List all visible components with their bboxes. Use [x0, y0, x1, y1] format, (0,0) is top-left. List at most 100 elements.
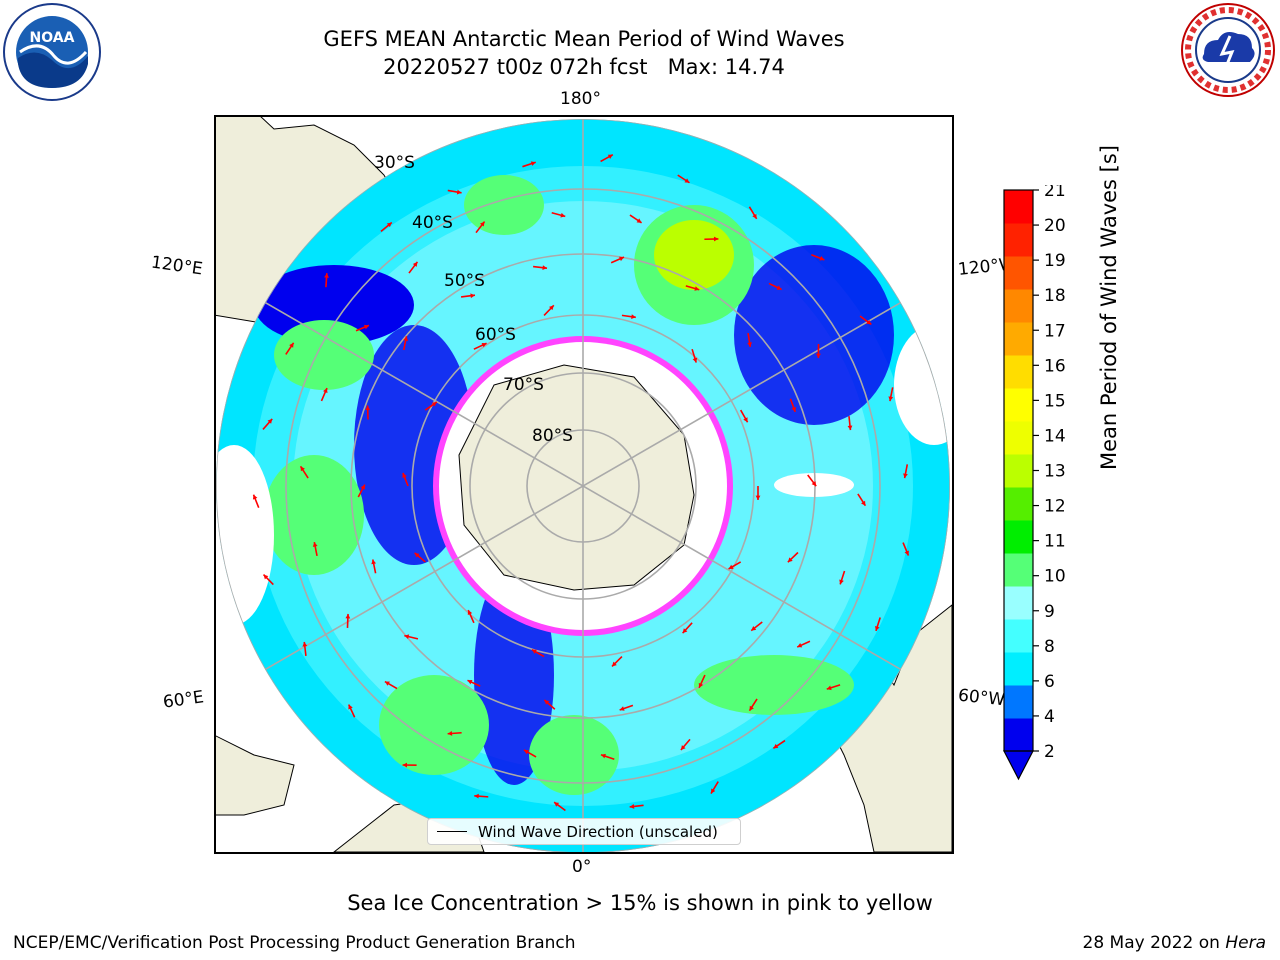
wind-wave-arrowhead — [467, 610, 473, 616]
wind-wave-arrowhead — [713, 236, 719, 242]
wind-wave-arrowhead — [607, 154, 613, 159]
wind-wave-arrowhead — [549, 305, 554, 311]
wind-wave-arrowhead — [404, 634, 410, 639]
lat-label-70s: 70°S — [503, 375, 544, 395]
wind-wave-arrowhead — [819, 256, 825, 261]
wind-wave-arrowhead — [360, 484, 365, 490]
colorbar-tick-label: 16 — [1044, 356, 1066, 376]
wind-wave-arrowhead — [479, 221, 485, 227]
wind-wave-arrowhead — [345, 613, 351, 619]
wind-wave-arrowhead — [267, 418, 273, 424]
colorbar-band — [1004, 223, 1033, 257]
wind-wave-arrowhead — [874, 625, 880, 631]
colorbar-tick-label: 13 — [1044, 462, 1066, 482]
wind-wave-arrowhead — [544, 699, 550, 705]
wind-wave-arrowhead — [414, 552, 420, 558]
polar-map: 30°S 40°S 50°S 60°S 70°S 80°S — [216, 117, 952, 852]
wind-wave-arrowhead — [787, 557, 793, 563]
wind-wave-arrowhead — [749, 705, 754, 711]
wind-wave-arrowhead — [861, 500, 866, 506]
legend-label: Wind Wave Direction (unscaled) — [478, 823, 718, 841]
wind-wave-arrowhead — [747, 342, 752, 347]
wind-wave-arrowhead — [384, 681, 390, 686]
wind-wave-arrowhead — [348, 704, 353, 710]
wind-wave-arrowhead — [363, 324, 369, 330]
wind-wave-arrowhead — [302, 641, 308, 647]
wind-wave-arrowhead — [619, 706, 625, 711]
colorbar-ticks: 21 20 19 18 17 16 15 14 13 12 11 10 9 8 6 4 2 — [1033, 185, 1066, 762]
colorbar-tick-label: 2 — [1044, 742, 1055, 762]
wind-wave-arrowhead — [481, 342, 487, 348]
lon-label-60w: 60°W — [957, 685, 1006, 711]
lon-label-0: 0° — [572, 857, 592, 877]
colorbar-title: Mean Period of Wind Waves [s] — [1097, 145, 1121, 470]
wind-wave-arrowhead — [797, 643, 803, 648]
colorbar-tick-label: 10 — [1044, 567, 1066, 587]
wind-wave-arrowhead — [752, 213, 757, 219]
wind-wave-arrowhead — [601, 753, 606, 759]
colorbar-band — [1004, 355, 1033, 389]
wind-wave-arrowhead — [447, 731, 453, 736]
nws-logo — [1181, 3, 1275, 97]
wind-wave-arrowhead — [542, 265, 548, 271]
wind-wave-arrowhead — [611, 661, 617, 667]
wind-wave-arrowhead — [680, 745, 686, 750]
wind-wave-arrowhead — [728, 564, 734, 569]
wind-wave-arrowhead — [289, 342, 294, 348]
colorbar-band — [1004, 487, 1033, 521]
colorbar-band — [1004, 190, 1033, 224]
wind-wave-arrowhead — [903, 473, 908, 479]
wind-wave-arrowhead — [755, 495, 761, 500]
noaa-logo: NOAA — [3, 3, 101, 101]
lon-label-60e: 60°E — [161, 687, 206, 713]
credit-organization: NCEP/EMC/Verification Post Processing Pr… — [13, 933, 576, 953]
lat-label-50s: 50°S — [444, 271, 485, 291]
wind-wave-arrowhead — [866, 319, 872, 325]
colorbar-band — [1004, 586, 1033, 620]
colorbar-band — [1004, 619, 1033, 653]
lat-label-40s: 40°S — [412, 213, 453, 233]
colorbar-band — [1004, 520, 1033, 554]
colorbar-band — [1004, 388, 1033, 422]
colorbar-band — [1004, 685, 1033, 719]
wind-wave-arrowhead — [711, 788, 716, 794]
wind-wave-arrowhead — [402, 472, 407, 478]
colorbar-band — [1004, 289, 1033, 323]
lat-label-60s: 60°S — [475, 325, 516, 345]
colorbar-band — [1004, 553, 1033, 587]
wind-wave-arrowhead — [776, 285, 782, 290]
wind-wave-arrowhead — [698, 682, 704, 688]
colorbar-extend-arrow — [1003, 750, 1034, 781]
colorbar-band — [1004, 652, 1033, 686]
wind-wave-arrowhead — [826, 685, 832, 691]
wind-wave-arrowhead — [403, 336, 408, 342]
colorbar-tick-label: 12 — [1044, 497, 1066, 517]
wind-wave-arrowhead — [636, 218, 642, 223]
wind-wave-arrowhead — [531, 649, 537, 654]
wind-wave-arrowhead — [904, 550, 909, 556]
colorbar-band — [1004, 421, 1033, 455]
wind-wave-arrowhead — [431, 402, 437, 407]
wind-wave-arrows — [252, 153, 910, 812]
chart-title: GEFS MEAN Antarctic Mean Period of Wind … — [323, 27, 845, 51]
wind-wave-arrowhead — [371, 559, 377, 565]
wind-wave-arrowhead — [412, 261, 418, 267]
wind-wave-arrowhead — [554, 802, 560, 807]
colorbar-tick-label: 8 — [1044, 637, 1055, 657]
wind-wave-arrowhead — [263, 574, 269, 580]
wind-wave-arrowhead — [629, 804, 635, 809]
lon-label-180: 180° — [560, 89, 601, 109]
colorbar-tick-label: 17 — [1044, 321, 1066, 341]
wind-wave-arrowhead — [692, 357, 698, 363]
colorbar-band — [1004, 454, 1033, 488]
wind-wave-arrowhead — [402, 762, 408, 768]
wind-wave-arrowhead — [839, 579, 844, 585]
wind-wave-arrowhead — [751, 626, 757, 631]
colorbar-tick-label: 9 — [1044, 602, 1055, 622]
wind-wave-arrowhead — [470, 293, 475, 299]
colorbar-tick-label: 14 — [1044, 426, 1066, 446]
wind-wave-arrowhead — [631, 314, 636, 320]
wind-wave-arrowhead — [300, 466, 305, 472]
wind-wave-arrowhead — [888, 396, 894, 402]
colorbar-tick-label: 11 — [1044, 532, 1066, 552]
